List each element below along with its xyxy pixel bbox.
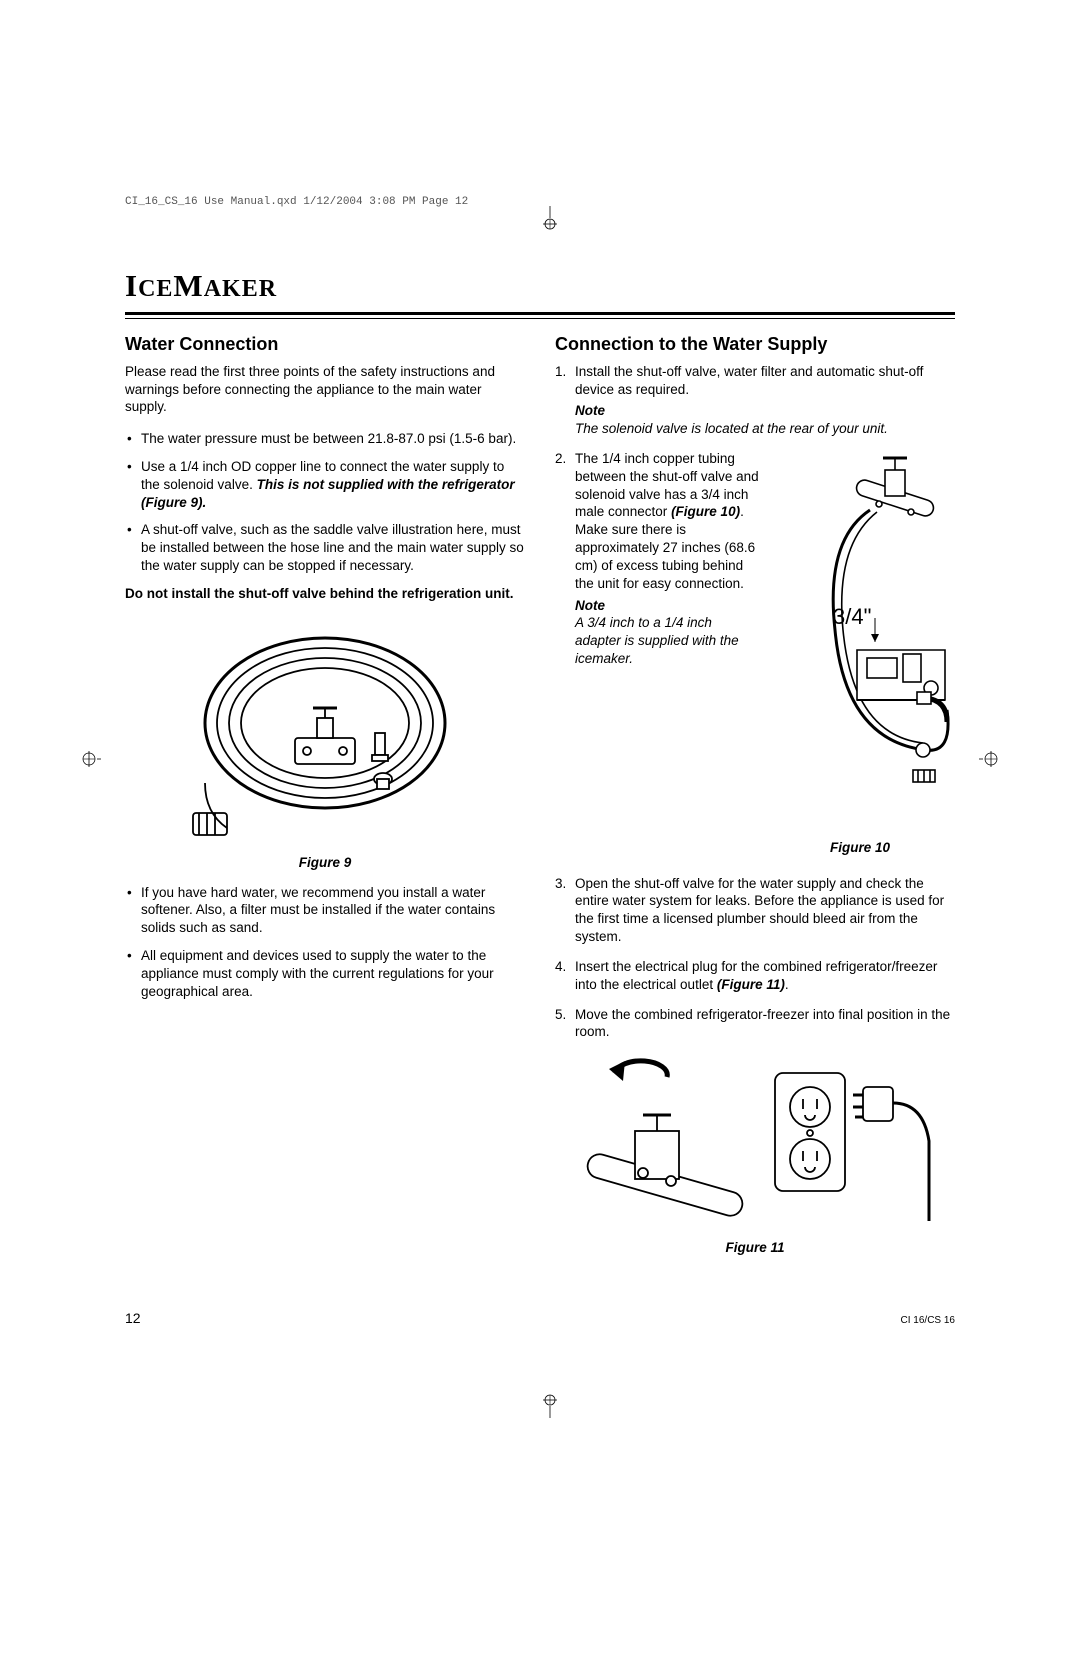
left-warning: Do not install the shut-off valve behind…	[125, 585, 525, 603]
page-title: ICEMAKER	[125, 268, 955, 304]
right-column: Connection to the Water Supply Install t…	[555, 333, 955, 1269]
two-column-layout: Water Connection Please read the first t…	[125, 333, 955, 1269]
step-4-c: .	[785, 977, 789, 992]
figure-11-caption: Figure 11	[555, 1239, 955, 1257]
page-number: 12	[125, 1310, 141, 1326]
step-4-b: (Figure 11)	[717, 977, 785, 992]
figure-10: 3/4"	[765, 450, 955, 857]
step-2: 3/4"	[555, 450, 955, 863]
figure-9	[175, 613, 475, 848]
note-1-text: The solenoid valve is located at the rea…	[575, 421, 888, 436]
note-1-heading: Note	[575, 402, 955, 420]
step-2-b: (Figure 10)	[671, 504, 740, 519]
bullet-softener: If you have hard water, we recommend you…	[125, 884, 525, 937]
bullet-copper: Use a 1/4 inch OD copper line to connect…	[125, 458, 525, 511]
left-bullets-2: If you have hard water, we recommend you…	[125, 884, 525, 1001]
note-2-text: A 3/4 inch to a 1/4 inch adapter is supp…	[575, 615, 739, 666]
page-model: CI 16/CS 16	[901, 1315, 955, 1326]
left-heading: Water Connection	[125, 333, 525, 357]
step-1: Install the shut-off valve, water filter…	[555, 363, 955, 438]
crop-mark-right	[979, 741, 1015, 777]
left-column: Water Connection Please read the first t…	[125, 333, 525, 1269]
right-steps: Install the shut-off valve, water filter…	[555, 363, 955, 1041]
figure-11	[575, 1053, 935, 1233]
bullet-shutoff: A shut-off valve, such as the saddle val…	[125, 521, 525, 574]
title-cap1: I	[125, 268, 138, 303]
right-heading: Connection to the Water Supply	[555, 333, 955, 357]
manual-page: CI_16_CS_16 Use Manual.qxd 1/12/2004 3:0…	[125, 196, 955, 1306]
crop-mark-bottom	[535, 1388, 565, 1418]
left-intro: Please read the first three points of th…	[125, 363, 525, 416]
step-3: Open the shut-off valve for the water su…	[555, 875, 955, 946]
crop-mark-top	[535, 206, 565, 236]
title-cap2: M	[173, 268, 203, 303]
crop-mark-left	[65, 741, 101, 777]
step-4: Insert the electrical plug for the combi…	[555, 958, 955, 994]
rule-thick	[125, 312, 955, 315]
title-sm1: CE	[138, 276, 173, 302]
left-bullets-1: The water pressure must be between 21.8-…	[125, 430, 525, 575]
step-5: Move the combined refrigerator-freezer i…	[555, 1006, 955, 1042]
print-header: CI_16_CS_16 Use Manual.qxd 1/12/2004 3:0…	[125, 196, 468, 208]
bullet-regulations: All equipment and devices used to supply…	[125, 947, 525, 1000]
bullet-pressure: The water pressure must be between 21.8-…	[125, 430, 525, 448]
title-sm2: AKER	[204, 276, 277, 302]
rule-thin	[125, 318, 955, 319]
step-1-text: Install the shut-off valve, water filter…	[575, 364, 923, 397]
figure-10-caption: Figure 10	[765, 839, 955, 857]
fig10-dimension-label: 3/4"	[833, 604, 871, 629]
figure-9-caption: Figure 9	[125, 854, 525, 872]
